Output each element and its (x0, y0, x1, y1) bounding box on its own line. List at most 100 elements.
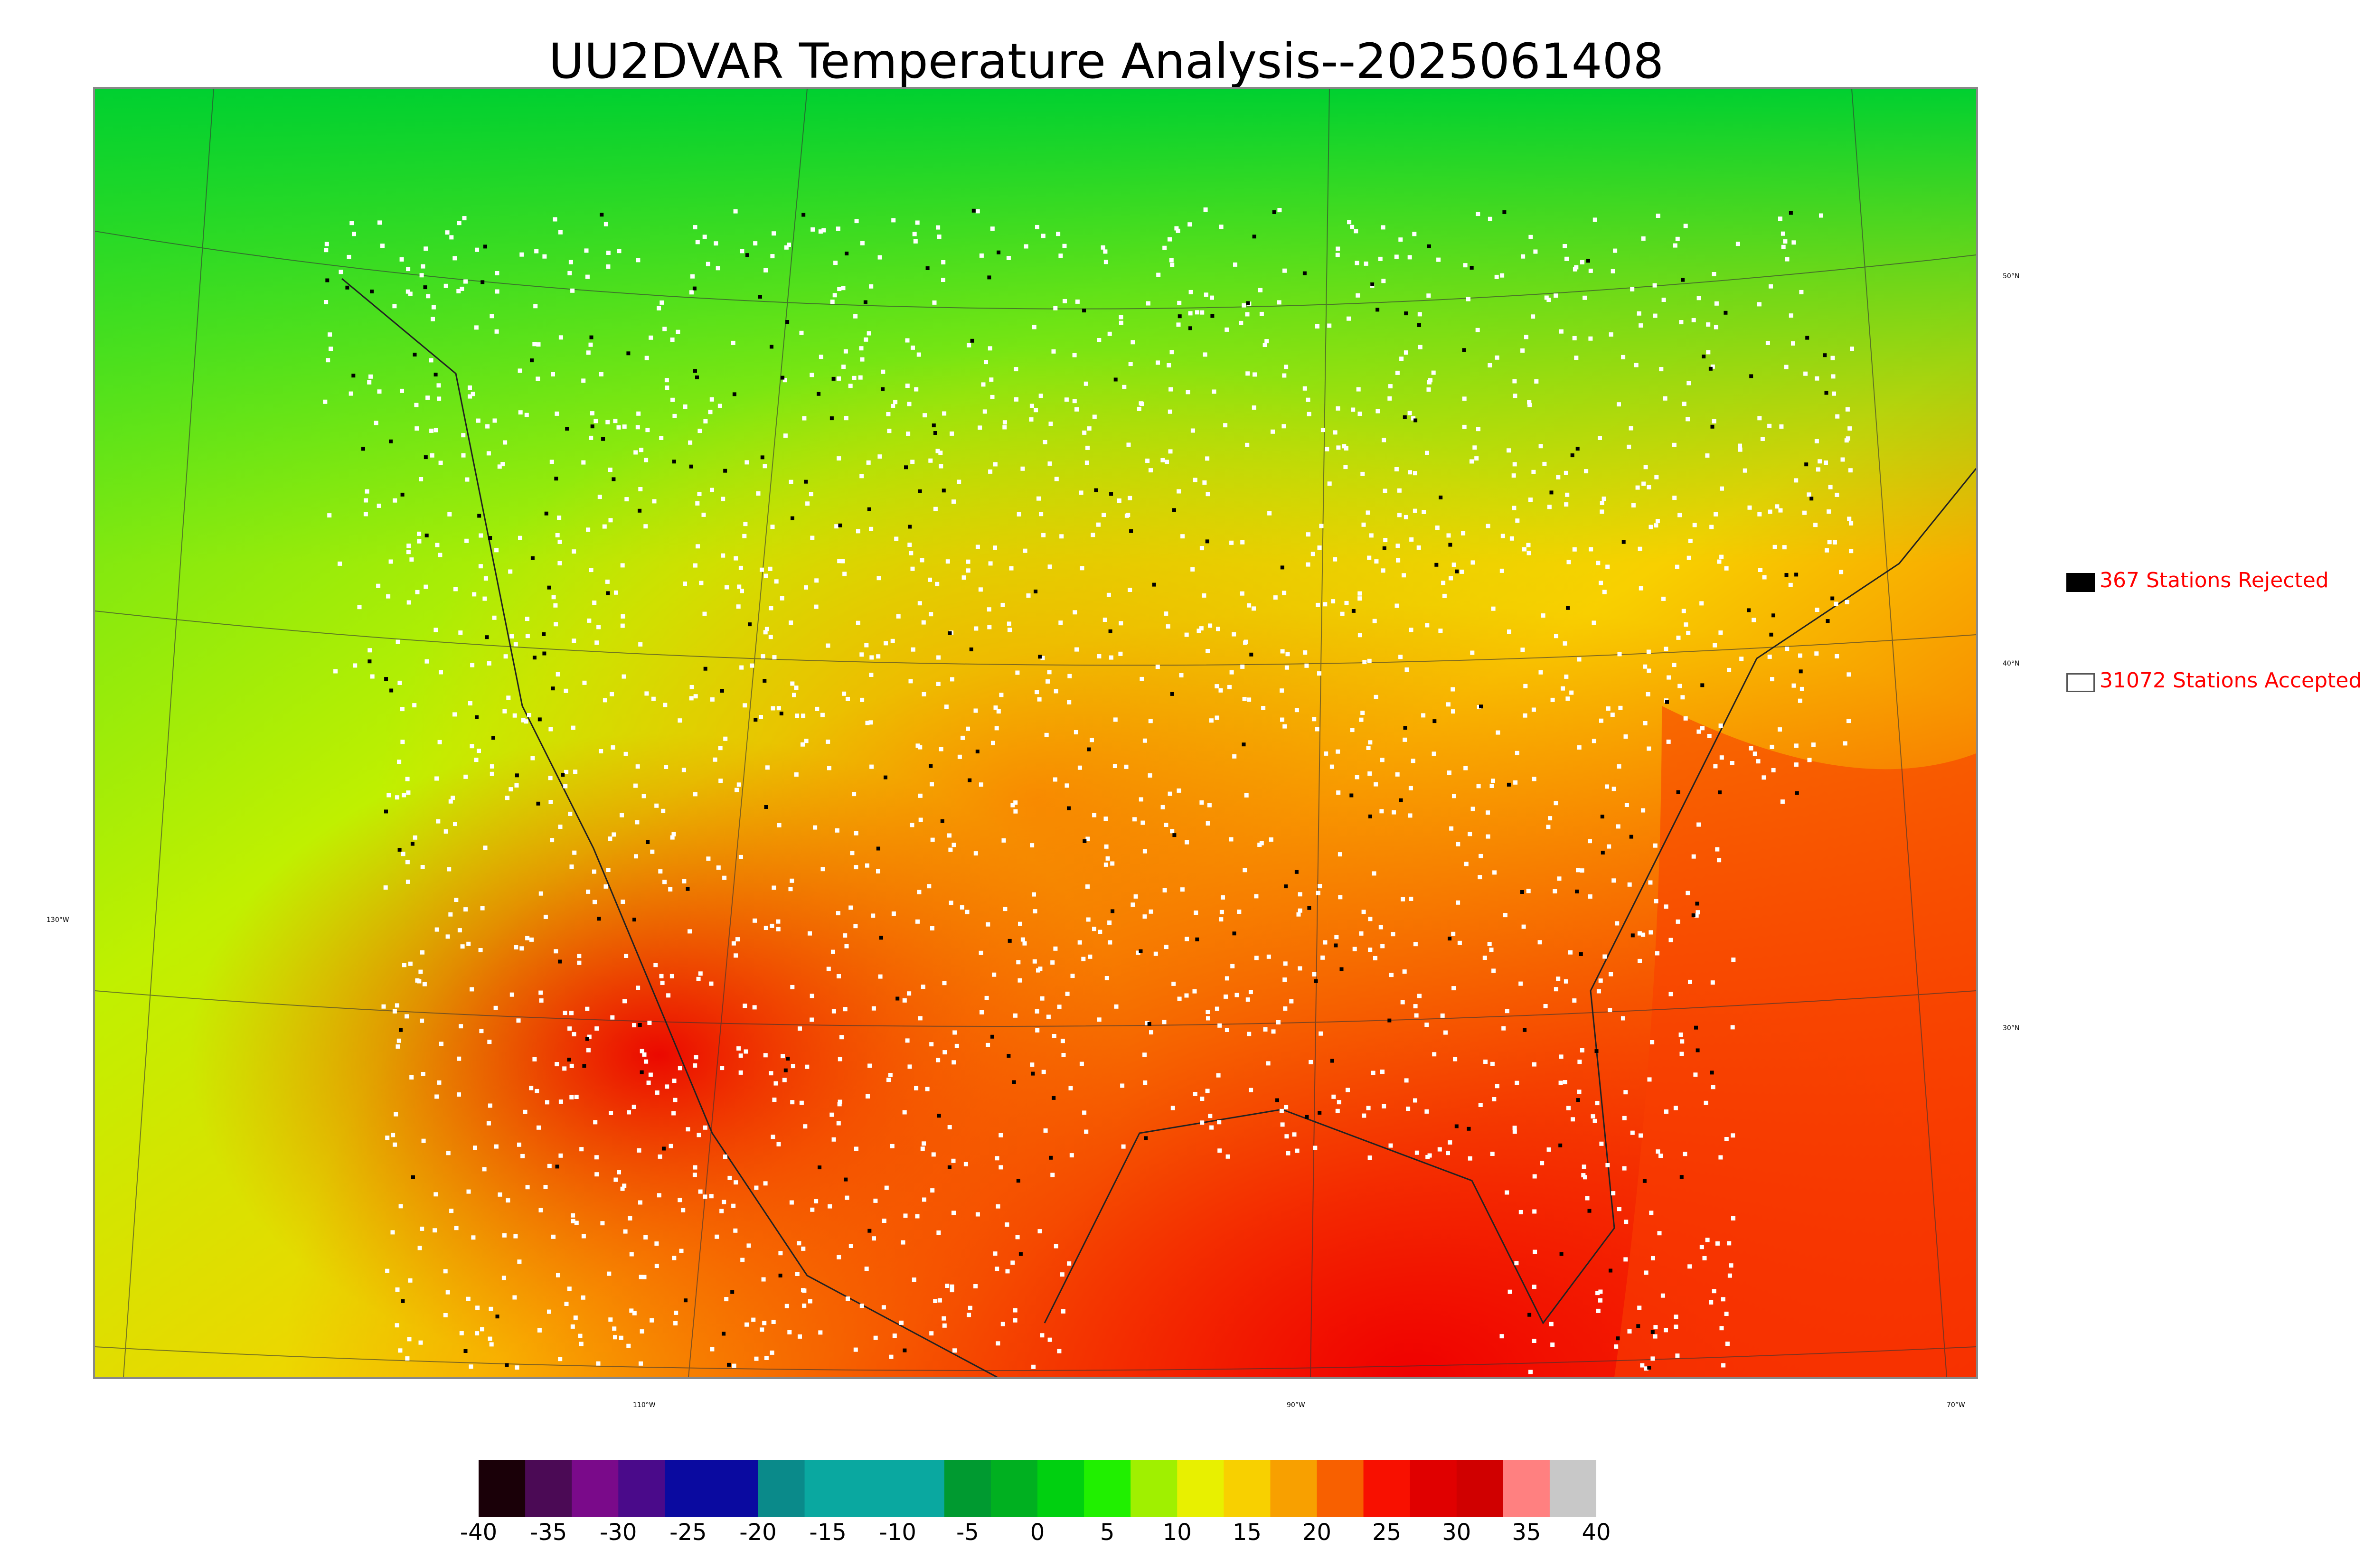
station-marker (945, 1284, 950, 1288)
station-marker (1156, 272, 1161, 277)
station-marker (1001, 838, 1006, 843)
station-marker (562, 1066, 567, 1071)
station-marker (563, 784, 568, 789)
station-marker (473, 1145, 477, 1150)
station-marker (1650, 1356, 1655, 1361)
station-marker (1022, 941, 1027, 946)
station-marker (485, 424, 490, 429)
station-marker (1402, 969, 1407, 974)
station-marker (1234, 993, 1239, 997)
station-marker (1090, 738, 1094, 742)
station-marker (1392, 810, 1396, 815)
station-marker (1592, 620, 1596, 625)
station-marker (905, 1038, 910, 1043)
station-marker (1342, 444, 1347, 449)
station-marker (947, 1125, 952, 1129)
colorbar-tick-label: -40 (460, 1519, 498, 1546)
station-marker (1696, 822, 1701, 827)
station-marker (683, 582, 687, 586)
station-marker (1254, 956, 1259, 960)
station-marker (1442, 593, 1447, 598)
station-marker (939, 747, 943, 751)
station-marker (1556, 475, 1561, 479)
station-marker (974, 626, 979, 631)
station-marker (772, 655, 777, 660)
rejected-label: 367 Stations Rejected (2100, 568, 2329, 592)
station-marker (1052, 1034, 1056, 1038)
station-marker (1247, 603, 1252, 608)
station-marker (1200, 1120, 1205, 1125)
station-marker (497, 464, 502, 469)
station-marker (554, 949, 558, 954)
station-marker (638, 642, 643, 647)
station-marker (1840, 457, 1845, 462)
station-marker (624, 954, 629, 958)
station-marker (1366, 1106, 1371, 1110)
station-marker (821, 228, 826, 233)
station-marker (1576, 868, 1581, 873)
temperature-map[interactable] (93, 87, 1978, 1379)
station-marker (1054, 477, 1059, 481)
station-marker (402, 963, 406, 967)
station-marker (844, 944, 849, 948)
station-marker (573, 770, 578, 774)
station-marker (1427, 1153, 1432, 1158)
station-marker (563, 1011, 567, 1015)
station-marker (644, 458, 649, 462)
station-marker (1035, 225, 1039, 229)
station-marker (581, 1295, 585, 1300)
colorbar-segment (1177, 1460, 1225, 1517)
station-marker (1602, 497, 1606, 501)
station-marker (1171, 981, 1176, 986)
station-marker (763, 630, 768, 635)
station-marker (681, 768, 686, 772)
station-marker (917, 601, 922, 606)
station-marker (650, 849, 655, 854)
station-marker (697, 492, 702, 496)
station-marker (622, 424, 627, 429)
station-marker (1331, 599, 1336, 604)
station-marker (1683, 224, 1688, 228)
station-marker (328, 332, 332, 337)
station-marker (809, 492, 813, 497)
station-marker (1646, 692, 1650, 696)
station-marker (535, 1089, 539, 1093)
station-marker (1749, 746, 1753, 751)
rejected-station-marker (1630, 933, 1635, 938)
station-marker (1721, 1363, 1726, 1368)
station-marker (1546, 298, 1551, 302)
station-marker (801, 742, 805, 747)
station-marker (536, 376, 540, 381)
station-marker (1615, 921, 1620, 926)
station-marker (1456, 842, 1460, 846)
station-marker (1296, 912, 1301, 917)
station-marker (905, 384, 910, 388)
rejected-station-marker (1747, 608, 1751, 612)
station-marker (1139, 797, 1143, 802)
rejected-station-marker (1305, 1115, 1309, 1119)
station-marker (453, 587, 458, 592)
station-marker (947, 833, 951, 838)
station-marker (1303, 650, 1308, 655)
station-marker (1799, 290, 1804, 294)
station-marker (501, 1276, 506, 1280)
rejected-station-marker (1665, 700, 1669, 704)
rejected-station-marker (1629, 835, 1633, 839)
station-marker (801, 1288, 805, 1293)
station-marker (478, 948, 483, 952)
station-marker (1097, 654, 1102, 658)
station-marker (530, 756, 535, 761)
station-marker (1772, 545, 1777, 549)
station-marker (1397, 488, 1402, 493)
station-marker (1505, 1009, 1509, 1014)
station-marker (1416, 545, 1421, 550)
station-marker (1677, 684, 1682, 688)
station-marker (838, 1057, 842, 1061)
station-marker (828, 1204, 832, 1209)
station-marker (1119, 320, 1123, 325)
rejected-station-marker (1650, 1330, 1655, 1334)
rejected-station-marker (1413, 418, 1418, 423)
station-marker (772, 1098, 777, 1102)
station-marker (1564, 502, 1569, 507)
station-marker (1170, 829, 1175, 834)
